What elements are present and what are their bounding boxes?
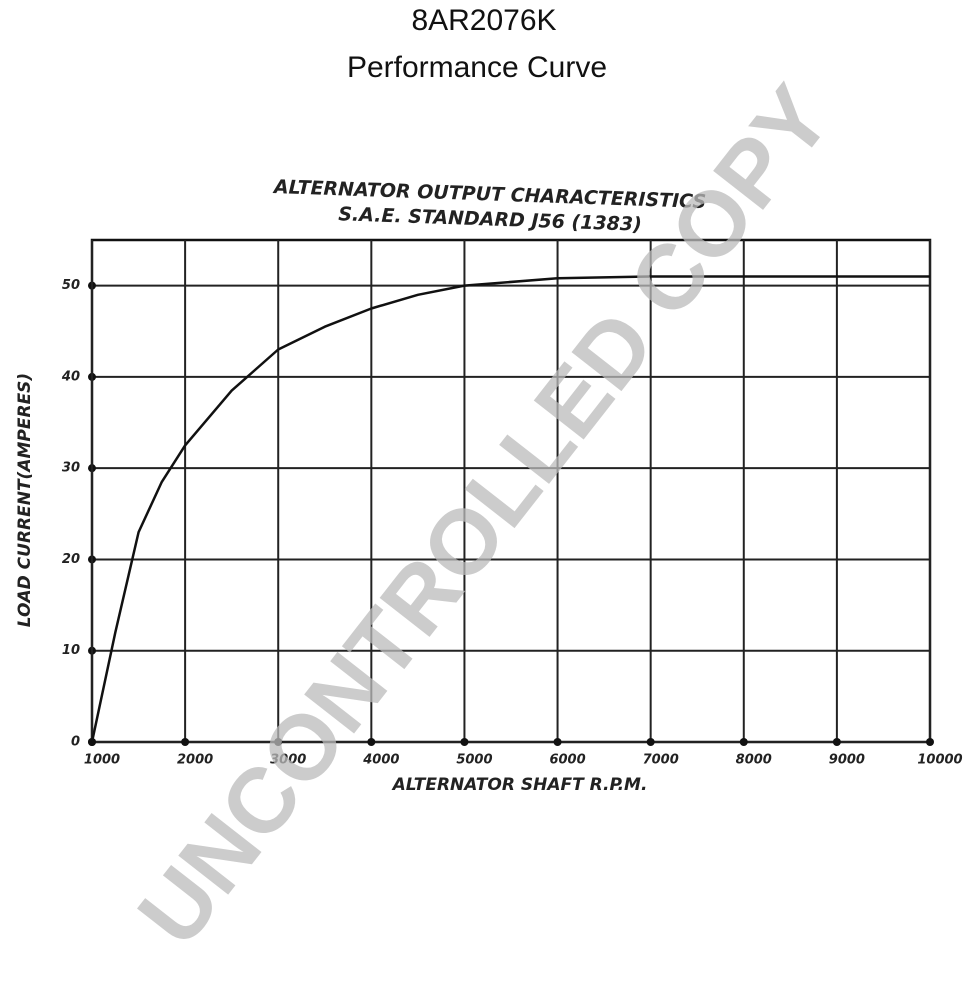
plot-title: ALTERNATOR OUTPUT CHARACTERISTICS (272, 176, 707, 213)
x-tick-label: 5000 (456, 753, 492, 768)
tick-dot (274, 738, 283, 746)
tick-dot (646, 738, 655, 746)
chart-title: 8AR2076K (411, 4, 556, 37)
tick-dot (181, 738, 190, 746)
x-tick-label: 6000 (549, 753, 585, 768)
x-tick-label: 7000 (643, 753, 679, 768)
y-tick-label: 50 (62, 278, 80, 293)
tick-dot (460, 738, 469, 746)
tick-dot (926, 738, 934, 746)
y-tick-label: 40 (61, 369, 80, 384)
x-axis-label: ALTERNATOR SHAFT R.P.M. (391, 775, 648, 795)
x-tick-label: 2000 (177, 753, 213, 768)
tick-dot (553, 738, 562, 746)
curve (90, 275, 930, 743)
tick-dot (832, 738, 841, 746)
x-tick-label: 9000 (829, 753, 865, 768)
x-tick-label: 1000 (84, 753, 120, 768)
tick-dot (367, 738, 376, 746)
x-tick-label: 10000 (917, 753, 962, 768)
y-axis-label: LOAD CURRENT(AMPERES) (15, 373, 35, 627)
y-tick-label: 10 (62, 643, 80, 658)
y-tick-label: 0 (71, 735, 80, 750)
y-tick-label: 30 (62, 461, 80, 476)
x-tick-label: 8000 (736, 753, 772, 768)
chart-subtitle: Performance Curve (347, 51, 607, 84)
y-tick-label: 20 (62, 552, 80, 567)
tick-dot (739, 738, 748, 746)
x-tick-label: 4000 (362, 753, 399, 768)
x-tick-label: 3000 (270, 753, 306, 768)
